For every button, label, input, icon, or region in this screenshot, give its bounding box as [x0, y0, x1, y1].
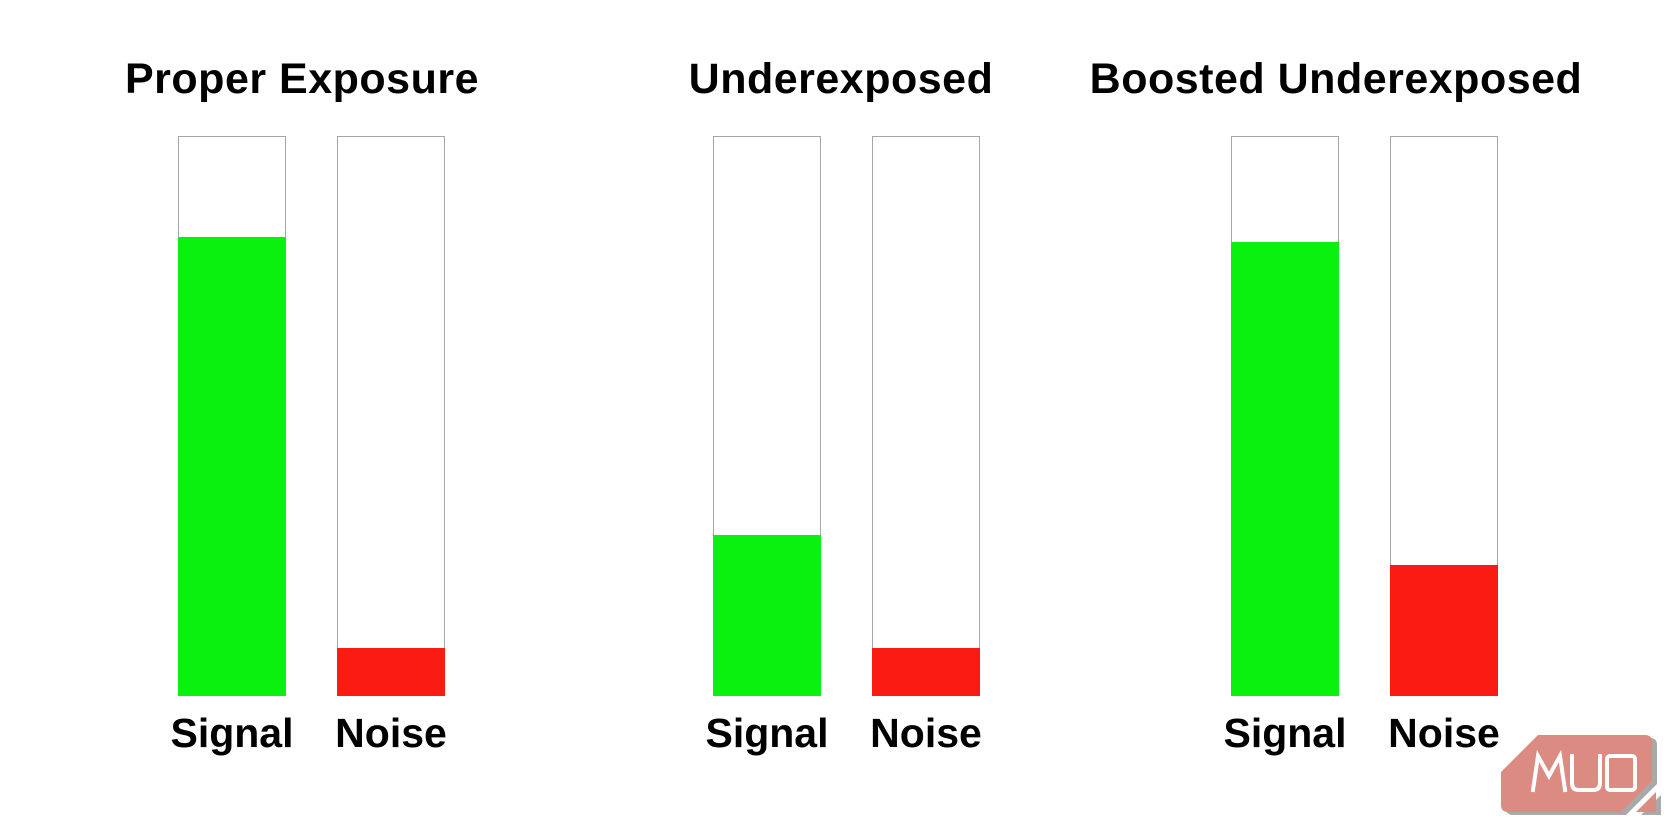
noise-bar-container	[872, 136, 980, 696]
noise-column: Noise	[1388, 136, 1500, 757]
noise-label: Noise	[1388, 710, 1500, 756]
noise-label: Noise	[335, 710, 447, 756]
group-title-proper-exposure: Proper Exposure	[125, 55, 479, 103]
bar-group-underexposed: Signal Noise	[705, 136, 982, 757]
signal-bar-container	[1231, 136, 1339, 696]
signal-label: Signal	[1223, 710, 1347, 756]
signal-column: Signal	[1223, 136, 1347, 757]
signal-column: Signal	[705, 136, 829, 757]
group-title-boosted-underexposed: Boosted Underexposed	[1089, 55, 1583, 103]
noise-bar-fill	[337, 648, 445, 696]
signal-bar-container	[713, 136, 821, 696]
signal-label: Signal	[170, 710, 294, 756]
muo-logo-graphic	[1501, 735, 1661, 815]
bar-group-proper-exposure: Signal Noise	[170, 136, 447, 757]
muo-logo-letters	[1530, 749, 1637, 793]
signal-bar-container	[178, 136, 286, 696]
noise-label: Noise	[870, 710, 982, 756]
group-title-underexposed: Underexposed	[688, 55, 994, 103]
noise-bar-fill	[1390, 565, 1498, 696]
noise-bar-container	[337, 136, 445, 696]
signal-bar-fill	[178, 236, 286, 696]
signal-column: Signal	[170, 136, 294, 757]
signal-label: Signal	[705, 710, 829, 756]
noise-bar-fill	[872, 648, 980, 696]
noise-column: Noise	[870, 136, 982, 757]
signal-bar-fill	[713, 535, 821, 696]
bar-group-boosted-underexposed: Signal Noise	[1223, 136, 1500, 757]
noise-bar-container	[1390, 136, 1498, 696]
signal-bar-fill	[1231, 241, 1339, 696]
muo-logo: MUO	[1498, 734, 1662, 818]
noise-column: Noise	[335, 136, 447, 757]
